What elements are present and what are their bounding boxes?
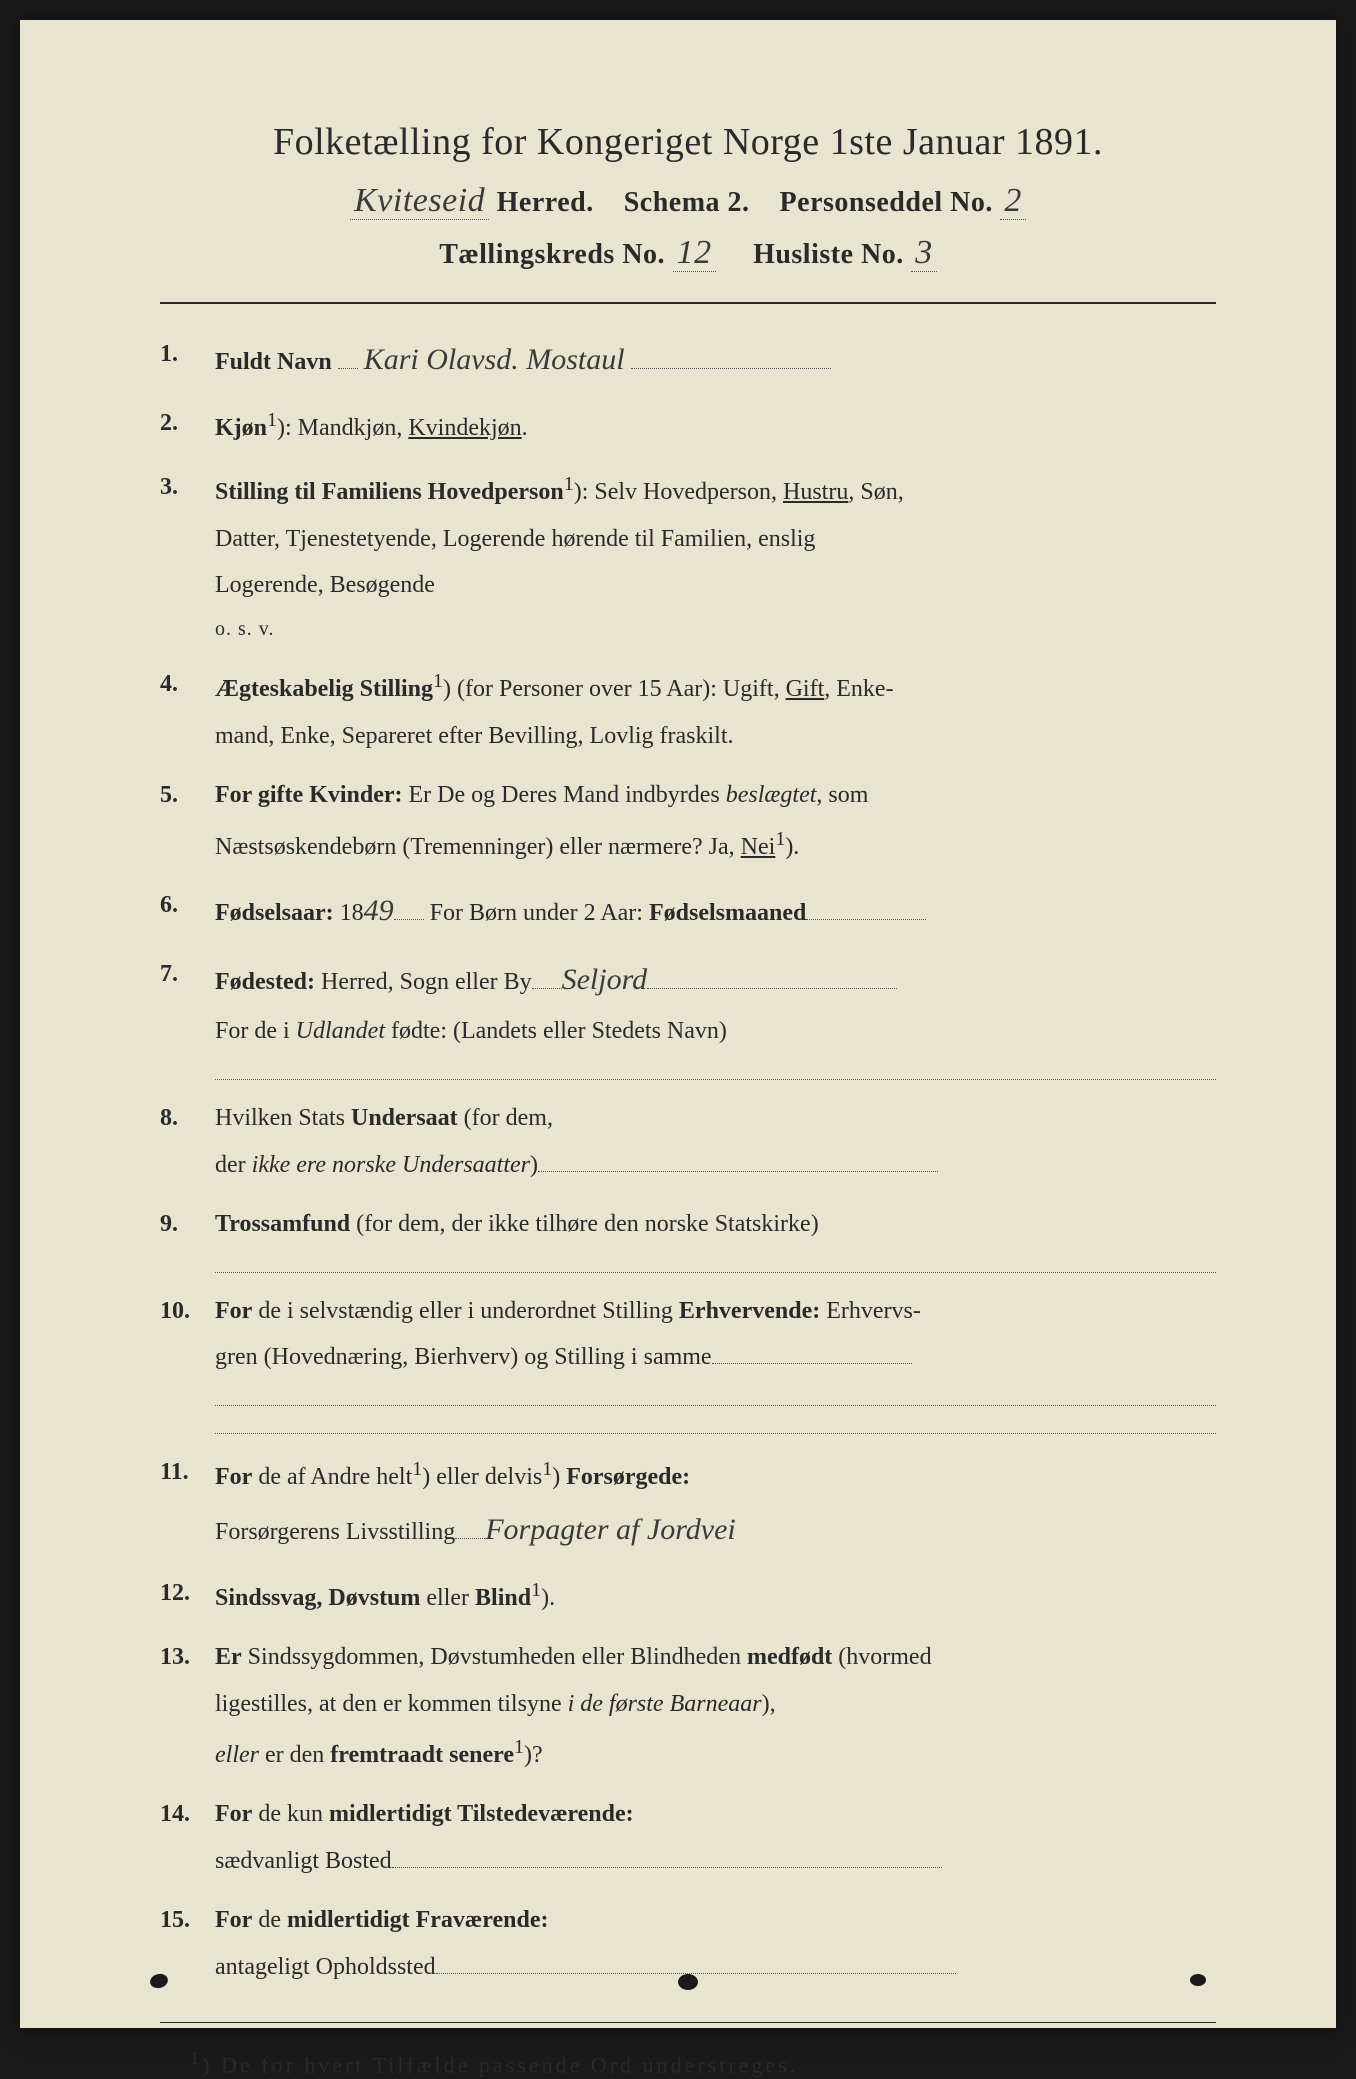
provider-value: Forpagter af Jordvei (485, 1513, 736, 1546)
item-14: 14. For de kun midlertidigt Tilstedevære… (160, 1794, 1216, 1882)
document-header: Folketælling for Kongeriget Norge 1ste J… (160, 120, 1216, 272)
schema-label: Schema 2. (624, 187, 750, 218)
inkblot-icon (678, 1974, 698, 1990)
herred-line: Kviteseid Herred. Schema 2. Personseddel… (160, 182, 1216, 220)
item-12: 12. Sindssvag, Døvstum eller Blind1). (160, 1573, 1216, 1619)
document-title: Folketælling for Kongeriget Norge 1ste J… (160, 120, 1216, 164)
header-divider (160, 302, 1216, 304)
item-4: 4. Ægteskabelig Stilling1) (for Personer… (160, 664, 1216, 757)
herred-value: Kviteseid (350, 182, 489, 220)
item-6: 6. Fødselsaar: 1849 For Børn under 2 Aar… (160, 885, 1216, 936)
item-7: 7. Fødested: Herred, Sogn eller BySeljor… (160, 954, 1216, 1080)
kreds-line: Tællingskreds No. 12 Husliste No. 3 (160, 234, 1216, 272)
birthplace-value: Seljord (562, 963, 648, 996)
item-1: 1. Fuldt Navn Kari Olavsd. Mostaul (160, 334, 1216, 385)
footnote: 1) De for hvert Tilfælde passende Ord un… (160, 2048, 1216, 2078)
inkblot-icon (1190, 1974, 1206, 1986)
kreds-value: 12 (673, 234, 716, 272)
census-document: Folketælling for Kongeriget Norge 1ste J… (20, 20, 1336, 2028)
item-8: 8. Hvilken Stats Undersaat (for dem, der… (160, 1098, 1216, 1186)
item-11: 11. For de af Andre helt1) eller delvis1… (160, 1452, 1216, 1555)
kreds-label: Tællingskreds No. (439, 239, 665, 270)
footer-divider (160, 2022, 1216, 2023)
husliste-label: Husliste No. (753, 239, 904, 270)
personseddel-value: 2 (1000, 182, 1026, 220)
item-10: 10. For de i selvstændig eller i underor… (160, 1291, 1216, 1435)
item-3: 3. Stilling til Familiens Hovedperson1):… (160, 467, 1216, 646)
herred-label: Herred. (497, 187, 594, 218)
item-13: 13. Er Sindssygdommen, Døvstumheden elle… (160, 1637, 1216, 1776)
item-9: 9. Trossamfund (for dem, der ikke tilhør… (160, 1204, 1216, 1273)
item-2: 2. Kjøn1): Mandkjøn, Kvindekjøn. (160, 403, 1216, 449)
name-value: Kari Olavsd. Mostaul (364, 343, 625, 376)
husliste-value: 3 (911, 234, 937, 272)
item-5: 5. For gifte Kvinder: Er De og Deres Man… (160, 775, 1216, 868)
year-value: 49 (364, 894, 394, 927)
personseddel-label: Personseddel No. (780, 187, 993, 218)
form-list: 1. Fuldt Navn Kari Olavsd. Mostaul 2. Kj… (160, 334, 1216, 1987)
